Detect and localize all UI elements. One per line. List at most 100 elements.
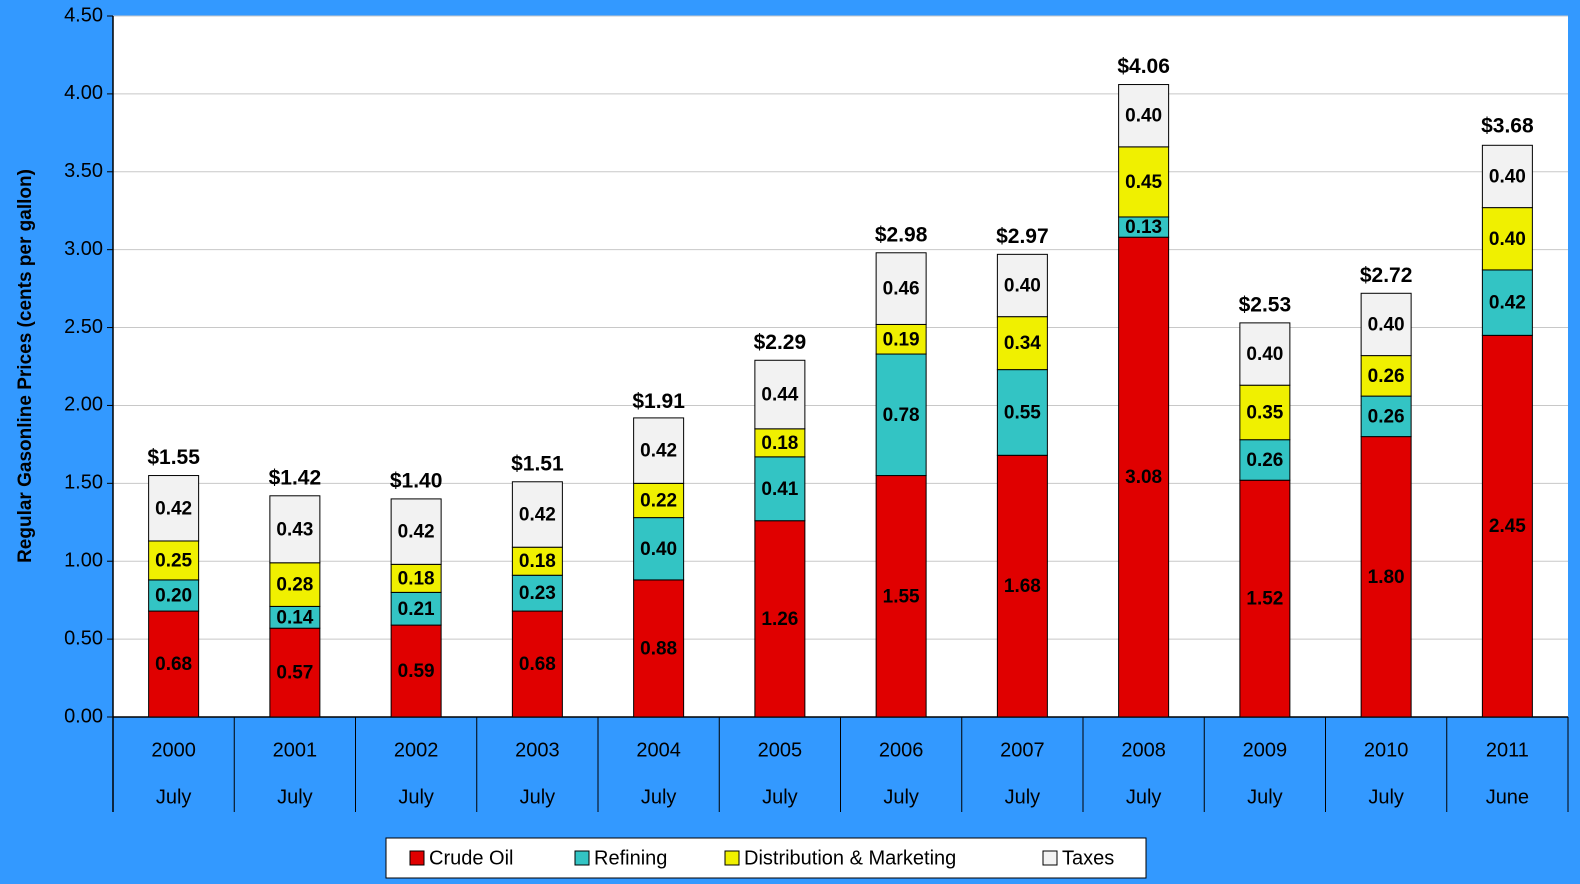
data-label: 0.22: [640, 490, 677, 511]
bar-segment: [390, 498, 442, 565]
bar-segment: [1360, 395, 1412, 438]
data-label: 0.55: [1004, 402, 1041, 423]
bar-segment: [511, 610, 563, 718]
bar-segment: [1360, 355, 1412, 397]
bar-segment: [633, 417, 685, 484]
x-tick-label: 2006: [879, 739, 924, 761]
x-subtick-label: July: [1368, 786, 1404, 808]
total-label: $2.97: [996, 225, 1049, 248]
bar-segment: [1481, 144, 1533, 209]
bar-segment: [754, 520, 806, 718]
x-tick-label: 2002: [394, 739, 439, 761]
bar-segment: [1118, 146, 1170, 218]
bar-segment: [390, 624, 442, 718]
bar-segment: [1360, 436, 1412, 718]
data-label: 0.57: [276, 663, 313, 684]
total-label: $1.51: [511, 452, 564, 475]
y-tick-label: 0.00: [64, 705, 103, 727]
total-label: $2.98: [875, 223, 928, 246]
data-label: 0.23: [519, 583, 556, 604]
data-label: 0.19: [883, 329, 920, 350]
data-label: 0.18: [761, 433, 798, 454]
data-label: 0.41: [761, 479, 798, 500]
y-tick-label: 3.50: [64, 160, 103, 182]
x-subtick-label: June: [1486, 786, 1529, 808]
y-axis-label: Regular Gasonline Prices (cents per gall…: [15, 169, 36, 563]
x-tick-label: 2000: [151, 739, 196, 761]
data-label: 0.34: [1004, 333, 1041, 354]
bar-segment: [511, 546, 563, 576]
data-label: 0.42: [640, 441, 677, 462]
data-label: 0.40: [1489, 166, 1526, 187]
data-label: 0.43: [276, 519, 313, 540]
total-label: $2.29: [754, 331, 807, 354]
data-label: 1.26: [761, 609, 798, 630]
bar-segment: [996, 454, 1048, 718]
data-label: 0.35: [1246, 402, 1283, 423]
data-label: 0.21: [398, 599, 435, 620]
y-tick-label: 1.50: [64, 472, 103, 494]
y-tick-label: 3.00: [64, 238, 103, 260]
bar-segment: [269, 562, 321, 607]
data-label: 0.40: [1125, 106, 1162, 127]
data-label: 0.26: [1246, 450, 1283, 471]
data-label: 0.20: [155, 586, 192, 607]
data-label: 0.42: [519, 505, 556, 526]
bar-segment: [633, 482, 685, 519]
total-label: $2.53: [1239, 293, 1292, 316]
x-tick-label: 2008: [1121, 739, 1166, 761]
x-tick-label: 2010: [1364, 739, 1409, 761]
bar-segment: [875, 323, 927, 355]
y-tick-label: 4.50: [64, 4, 103, 26]
total-label: $4.06: [1117, 55, 1170, 78]
data-label: 0.40: [1368, 314, 1405, 335]
legend-label: Refining: [594, 847, 667, 869]
y-tick-label: 1.00: [64, 550, 103, 572]
x-tick-label: 2003: [515, 739, 560, 761]
data-label: 1.68: [1004, 576, 1041, 597]
legend-swatch: [1042, 850, 1058, 866]
data-label: 0.40: [1246, 344, 1283, 365]
data-label: 0.59: [398, 661, 435, 682]
y-tick-label: 2.00: [64, 394, 103, 416]
x-tick-label: 2007: [1000, 739, 1045, 761]
data-label: 0.18: [519, 551, 556, 572]
data-label: 0.25: [155, 550, 192, 571]
data-label: 0.40: [1004, 276, 1041, 297]
bar-segment: [269, 495, 321, 564]
y-tick-label: 4.00: [64, 82, 103, 104]
bar-segment: [754, 428, 806, 458]
bar-segment: [148, 579, 200, 612]
data-label: 1.55: [883, 586, 920, 607]
bar-segment: [390, 591, 442, 626]
data-label: 0.42: [398, 522, 435, 543]
legend-swatch: [574, 850, 590, 866]
plot-area: [113, 16, 1568, 717]
bar-segment: [1481, 269, 1533, 336]
bar-segment: [1360, 292, 1412, 357]
legend-swatch: [724, 850, 740, 866]
data-label: 1.52: [1246, 589, 1283, 610]
bar-segment: [148, 540, 200, 581]
data-label: 0.40: [640, 539, 677, 560]
data-label: 0.40: [1489, 229, 1526, 250]
data-label: 0.26: [1368, 366, 1405, 387]
bar-segment: [148, 610, 200, 718]
bar-segment: [1118, 236, 1170, 718]
total-label: $1.42: [269, 466, 322, 489]
bar-segment: [1239, 322, 1291, 386]
data-label: 0.18: [398, 568, 435, 589]
bar-segment: [875, 353, 927, 477]
bar-segment: [754, 359, 806, 430]
bar-segment: [875, 475, 927, 718]
x-tick-label: 2009: [1243, 739, 1288, 761]
total-label: $3.68: [1481, 114, 1534, 137]
total-label: $1.40: [390, 469, 443, 492]
bar-segment: [148, 475, 200, 542]
bar-segment: [1239, 384, 1291, 441]
data-label: 0.68: [519, 654, 556, 675]
x-subtick-label: July: [1005, 786, 1041, 808]
bar-segment: [511, 574, 563, 612]
bar-segment: [1239, 479, 1291, 718]
